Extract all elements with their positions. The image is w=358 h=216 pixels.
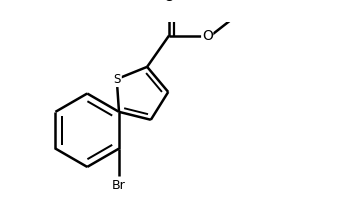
Text: S: S: [113, 73, 120, 86]
Text: O: O: [164, 0, 174, 4]
Text: Br: Br: [112, 179, 126, 192]
Text: O: O: [202, 29, 213, 43]
